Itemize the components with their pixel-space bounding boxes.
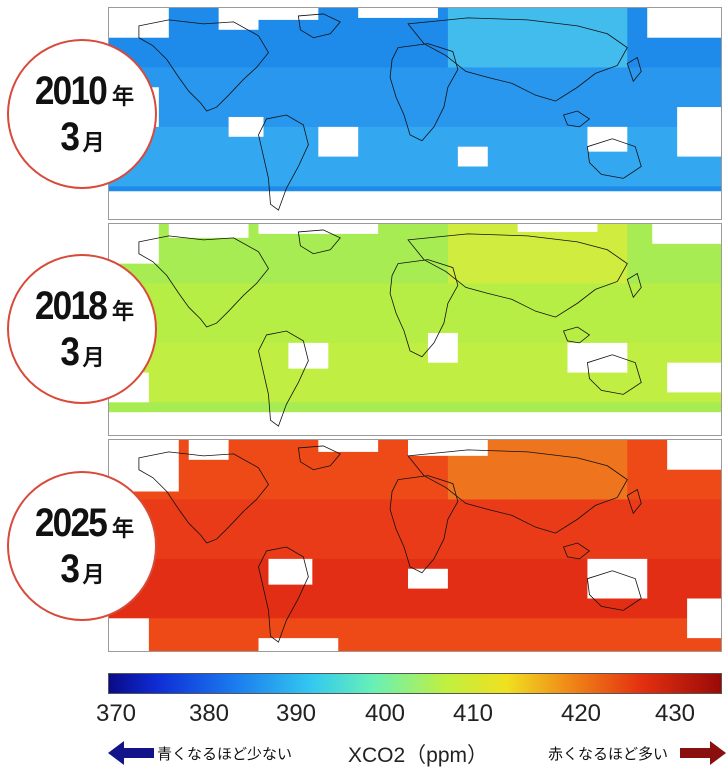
no-data-area	[268, 558, 313, 585]
xco2-field	[109, 67, 721, 127]
no-data-area	[587, 558, 648, 599]
coastline	[297, 445, 341, 471]
colorbar-tick-label: 380	[188, 700, 230, 727]
xco2-field	[109, 283, 721, 343]
no-data-area	[667, 440, 721, 470]
coastline	[562, 110, 591, 128]
map-panel-2010	[108, 7, 722, 220]
badge-year: 2018	[34, 284, 108, 328]
coastline	[389, 475, 459, 574]
coastline	[258, 330, 309, 427]
colorbar-tick-label: 430	[654, 700, 696, 727]
colorbar-tick-label: 420	[560, 700, 602, 727]
badge-year-unit: 年	[111, 517, 134, 542]
coastline	[138, 451, 269, 544]
no-data-area	[677, 107, 721, 157]
xco2-field	[109, 499, 721, 559]
xco2-field	[447, 224, 628, 284]
xco2-field	[109, 126, 721, 187]
no-data-area	[109, 618, 149, 651]
map-panel-2018	[108, 223, 722, 436]
no-data-area	[647, 8, 721, 38]
coastline	[389, 259, 459, 358]
no-data-area	[667, 362, 721, 393]
badge-year-unit: 年	[111, 85, 134, 110]
coastline	[258, 114, 309, 211]
coastline	[586, 570, 642, 611]
date-badge-2010: 2010 年 3 月	[7, 39, 157, 189]
no-data-area	[288, 342, 329, 369]
badge-year-unit: 年	[111, 300, 134, 325]
no-data-area	[188, 440, 229, 460]
coastline	[626, 272, 642, 299]
no-data-area	[258, 8, 319, 20]
world-map	[109, 224, 721, 435]
colorbar-tick-label: 370	[95, 700, 137, 727]
coastline	[297, 13, 341, 39]
xco2-field	[447, 8, 628, 68]
no-data-area	[318, 126, 359, 157]
colorbar-tick-label: 410	[452, 700, 494, 727]
colorbar-ticks: 370 380 390 400 410 420 430	[0, 700, 728, 730]
coastline	[562, 326, 591, 344]
no-data-area	[218, 8, 259, 30]
no-data-area	[408, 568, 448, 589]
no-data-area	[517, 224, 598, 232]
badge-month: 3	[60, 547, 81, 591]
no-data-area	[258, 224, 379, 234]
coastline	[407, 17, 628, 102]
no-data-area	[228, 116, 264, 137]
world-map	[109, 8, 721, 219]
no-data-area	[457, 146, 488, 167]
more-label: 赤くなるほど多い	[548, 745, 669, 763]
date-badge-2018: 2018 年 3 月	[7, 254, 157, 404]
no-data-area	[687, 598, 721, 639]
coastline	[258, 546, 309, 643]
no-data-area	[587, 126, 628, 152]
badge-month: 3	[60, 330, 81, 374]
legend-row: 青くなるほど少ない XCO2（ppm） 赤くなるほど多い	[0, 738, 728, 768]
badge-month-unit: 月	[82, 563, 105, 588]
colorbar-tick-label: 390	[275, 700, 317, 727]
world-map	[109, 440, 721, 651]
coastline	[626, 488, 642, 515]
no-data-area	[427, 332, 458, 363]
no-data-area	[109, 412, 721, 435]
no-data-area	[358, 8, 438, 18]
coastline	[562, 542, 591, 560]
no-data-area	[408, 440, 488, 456]
no-data-area	[258, 638, 339, 651]
colorbar	[108, 673, 722, 694]
badge-month-unit: 月	[82, 346, 105, 371]
coastline	[407, 233, 628, 318]
coastline	[626, 56, 642, 83]
coastline	[138, 235, 269, 328]
coastline	[389, 43, 459, 142]
coastline	[586, 354, 642, 395]
coastline	[297, 229, 341, 255]
badge-year: 2025	[34, 501, 108, 545]
no-data-area	[109, 191, 721, 219]
badge-month: 3	[60, 115, 81, 159]
no-data-area	[567, 342, 628, 373]
xco2-field	[109, 342, 721, 403]
no-data-area	[652, 224, 721, 244]
map-panel-2025	[108, 439, 722, 652]
colorbar-tick-label: 400	[364, 700, 406, 727]
xco2-unit-label: XCO2（ppm）	[348, 744, 489, 767]
no-data-area	[109, 224, 159, 264]
less-label: 青くなるほど少ない	[157, 745, 293, 763]
arrow-left-icon	[108, 741, 154, 765]
no-data-area	[168, 224, 249, 238]
badge-year: 2010	[34, 69, 108, 113]
arrow-right-icon	[680, 741, 726, 765]
coastline	[586, 138, 642, 179]
badge-month-unit: 月	[82, 131, 105, 156]
date-badge-2025: 2025 年 3 月	[7, 471, 157, 621]
coastline	[138, 19, 269, 112]
no-data-area	[318, 440, 379, 452]
coastline	[407, 449, 628, 534]
